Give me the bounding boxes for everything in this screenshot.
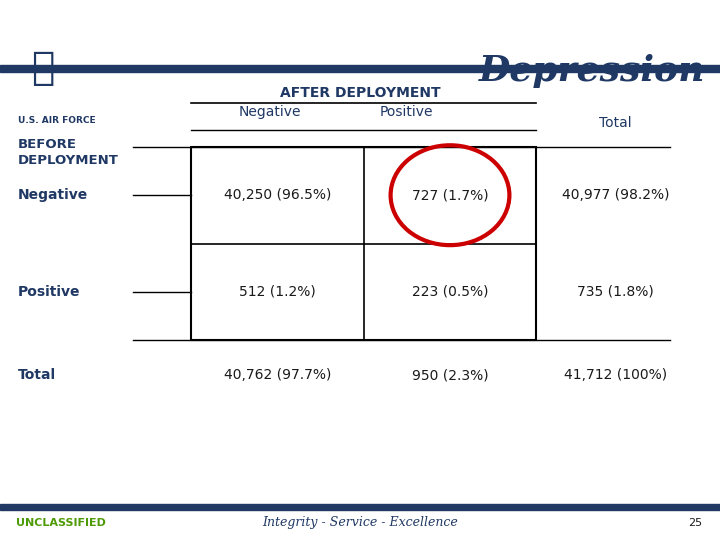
Text: 727 (1.7%): 727 (1.7%)	[412, 188, 488, 202]
Bar	[191, 147, 536, 340]
Text: 25: 25	[688, 518, 702, 528]
Text: 41,712 (100%): 41,712 (100%)	[564, 368, 667, 382]
Text: 40,762 (97.7%): 40,762 (97.7%)	[223, 368, 331, 382]
Text: Negative: Negative	[239, 105, 301, 119]
Text: U.S. AIR FORCE: U.S. AIR FORCE	[18, 116, 96, 125]
Bar	[0, 504, 720, 510]
Text: BEFORE
DEPLOYMENT: BEFORE DEPLOYMENT	[18, 138, 119, 167]
Text: AFTER DEPLOYMENT: AFTER DEPLOYMENT	[279, 86, 441, 100]
Text: Positive: Positive	[380, 105, 433, 119]
Text: UNCLASSIFIED: UNCLASSIFIED	[16, 518, 106, 528]
Text: Integrity - Service - Excellence: Integrity - Service - Excellence	[262, 516, 458, 529]
Text: 950 (2.3%): 950 (2.3%)	[412, 368, 488, 382]
Text: Total: Total	[18, 368, 56, 382]
Text: 223 (0.5%): 223 (0.5%)	[412, 285, 488, 299]
Text: Negative: Negative	[18, 188, 89, 202]
Text: 🦅: 🦅	[32, 49, 55, 86]
Bar	[0, 65, 720, 72]
Text: Depression: Depression	[479, 54, 706, 88]
Text: Total: Total	[599, 116, 632, 130]
Text: 512 (1.2%): 512 (1.2%)	[239, 285, 315, 299]
Text: 40,250 (96.5%): 40,250 (96.5%)	[223, 188, 331, 202]
Text: 735 (1.8%): 735 (1.8%)	[577, 285, 654, 299]
Text: Positive: Positive	[18, 285, 81, 299]
Text: 40,977 (98.2%): 40,977 (98.2%)	[562, 188, 670, 202]
